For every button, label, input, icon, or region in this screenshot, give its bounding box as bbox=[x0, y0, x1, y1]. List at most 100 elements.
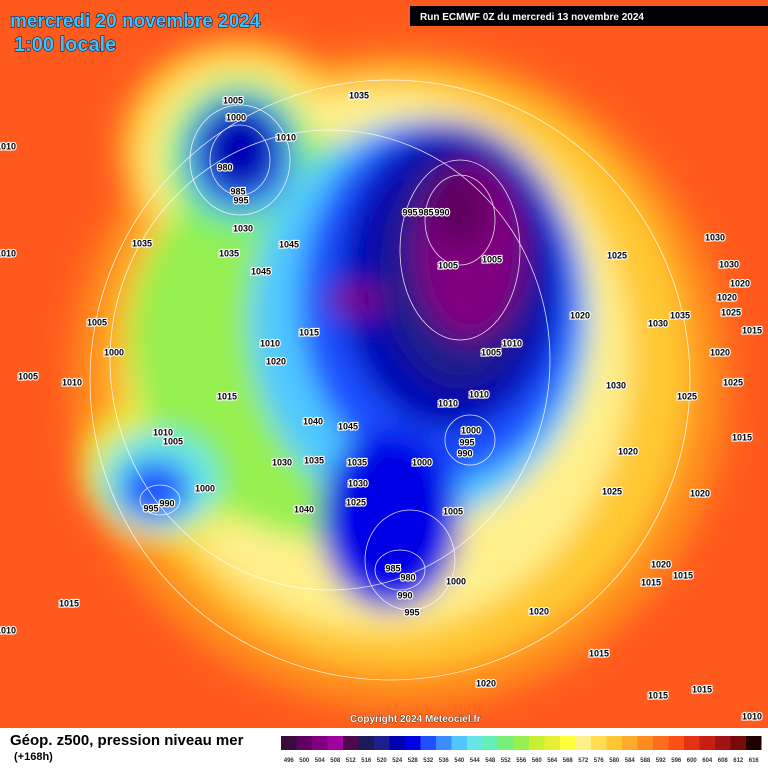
colorbar-label: 556 bbox=[516, 758, 527, 764]
isobar-label: 990 bbox=[457, 448, 472, 458]
colorbar-swatch bbox=[327, 736, 343, 750]
forecast-date: mercredi 20 novembre 2024 bbox=[10, 11, 261, 32]
isobar-label: 1020 bbox=[717, 292, 737, 302]
colorbar-label: 564 bbox=[547, 758, 558, 764]
isobar-label: 1005 bbox=[438, 260, 458, 270]
colorbar-swatch bbox=[544, 736, 560, 750]
colorbar-label: 552 bbox=[501, 758, 512, 764]
colorbar-swatch bbox=[668, 736, 684, 750]
isobar-label: 1030 bbox=[233, 223, 253, 233]
isobar-label: 1030 bbox=[606, 380, 626, 390]
isobar-label: 1010 bbox=[438, 398, 458, 408]
colorbar-label: 604 bbox=[702, 758, 713, 764]
colorbar-label: 592 bbox=[656, 758, 667, 764]
isobar-label: 1005 bbox=[482, 254, 502, 264]
isobar-label: 1040 bbox=[294, 504, 314, 514]
colorbar-swatch bbox=[699, 736, 715, 750]
colorbar-swatch bbox=[591, 736, 607, 750]
isobar-label: 1005 bbox=[481, 347, 501, 357]
isobar-label: 1045 bbox=[279, 239, 299, 249]
colorbar-label: 544 bbox=[470, 758, 481, 764]
isobar-label: 1015 bbox=[692, 684, 712, 694]
isobar-label: 1030 bbox=[648, 318, 668, 328]
isobar-label: 985 bbox=[418, 207, 433, 217]
isobar-label: 1000 bbox=[104, 347, 124, 357]
colorbar-label: 612 bbox=[733, 758, 744, 764]
isobar-label: 1025 bbox=[723, 377, 743, 387]
colorbar-label: 548 bbox=[485, 758, 496, 764]
colorbar-label: 608 bbox=[718, 758, 729, 764]
map bbox=[0, 0, 768, 728]
colorbar-swatch bbox=[575, 736, 591, 750]
isobar-label: 1035 bbox=[347, 457, 367, 467]
colorbar-swatch bbox=[296, 736, 312, 750]
isobar-label: 1020 bbox=[618, 446, 638, 456]
isobar-label: 1010 bbox=[0, 625, 16, 635]
colorbar-swatch bbox=[451, 736, 467, 750]
colorbar-swatch bbox=[405, 736, 421, 750]
colorbar-swatch bbox=[312, 736, 328, 750]
colorbar-label: 516 bbox=[361, 758, 372, 764]
colorbar-swatch bbox=[343, 736, 359, 750]
isobar-label: 1035 bbox=[132, 238, 152, 248]
isobar-label: 1000 bbox=[446, 576, 466, 586]
isobar-label: 1040 bbox=[303, 416, 323, 426]
isobar-label: 1010 bbox=[502, 338, 522, 348]
footer-title: Géop. z500, pression niveau mer bbox=[10, 732, 244, 749]
isobar-label: 1005 bbox=[87, 317, 107, 327]
colorbar-swatch bbox=[730, 736, 746, 750]
isobar-label: 985 bbox=[230, 186, 245, 196]
colorbar-label: 584 bbox=[625, 758, 636, 764]
colorbar-label: 596 bbox=[671, 758, 682, 764]
local-time: 1:00 locale bbox=[14, 34, 116, 56]
run-box bbox=[410, 6, 768, 26]
colorbar-label: 600 bbox=[687, 758, 698, 764]
colorbar-label: 504 bbox=[315, 758, 326, 764]
colorbar-label: 536 bbox=[439, 758, 450, 764]
colorbar-swatch bbox=[420, 736, 436, 750]
isobar-label: 1005 bbox=[163, 436, 183, 446]
isobar-label: 1020 bbox=[651, 559, 671, 569]
colorbar-swatch bbox=[653, 736, 669, 750]
isobar-label: 1010 bbox=[153, 427, 173, 437]
isobar-label: 980 bbox=[217, 162, 232, 172]
isobar-label: 1015 bbox=[673, 570, 693, 580]
isobar-label: 1015 bbox=[589, 648, 609, 658]
isobar-label: 1010 bbox=[0, 141, 16, 151]
colorbar-swatch bbox=[513, 736, 529, 750]
colorbar-swatch bbox=[560, 736, 576, 750]
colorbar-swatch bbox=[374, 736, 390, 750]
isobar-label: 1015 bbox=[742, 325, 762, 335]
isobar-label: 985 bbox=[385, 563, 400, 573]
colorbar-label: 580 bbox=[609, 758, 620, 764]
isobar-label: 1025 bbox=[607, 250, 627, 260]
colorbar-label: 524 bbox=[392, 758, 403, 764]
isobar-label: 1020 bbox=[710, 347, 730, 357]
isobar-label: 995 bbox=[459, 437, 474, 447]
isobar-label: 1025 bbox=[721, 307, 741, 317]
isobar-label: 1020 bbox=[730, 278, 750, 288]
colorbar-label: 520 bbox=[377, 758, 388, 764]
colorbar-swatch bbox=[498, 736, 514, 750]
colorbar-swatch bbox=[281, 736, 297, 750]
isobar-label: 1015 bbox=[299, 327, 319, 337]
isobar-label: 995 bbox=[233, 195, 248, 205]
colorbar-label: 540 bbox=[454, 758, 465, 764]
isobar-label: 995 bbox=[143, 503, 158, 513]
colorbar-swatch bbox=[482, 736, 498, 750]
isobar-label: 1000 bbox=[412, 457, 432, 467]
isobar-label: 1030 bbox=[705, 232, 725, 242]
colorbar-swatch bbox=[529, 736, 545, 750]
isobar-label: 1020 bbox=[529, 606, 549, 616]
isobar-label: 1020 bbox=[476, 678, 496, 688]
isobar-label: 1045 bbox=[251, 266, 271, 276]
isobar-label: 1035 bbox=[219, 248, 239, 258]
colorbar-label: 572 bbox=[578, 758, 589, 764]
colorbar-label: 568 bbox=[563, 758, 574, 764]
colorbar-swatch bbox=[606, 736, 622, 750]
colorbar-swatch bbox=[622, 736, 638, 750]
colorbar-label: 616 bbox=[749, 758, 760, 764]
run-label: Run ECMWF 0Z du mercredi 13 novembre 202… bbox=[420, 12, 644, 23]
isobar-label: 1015 bbox=[648, 690, 668, 700]
